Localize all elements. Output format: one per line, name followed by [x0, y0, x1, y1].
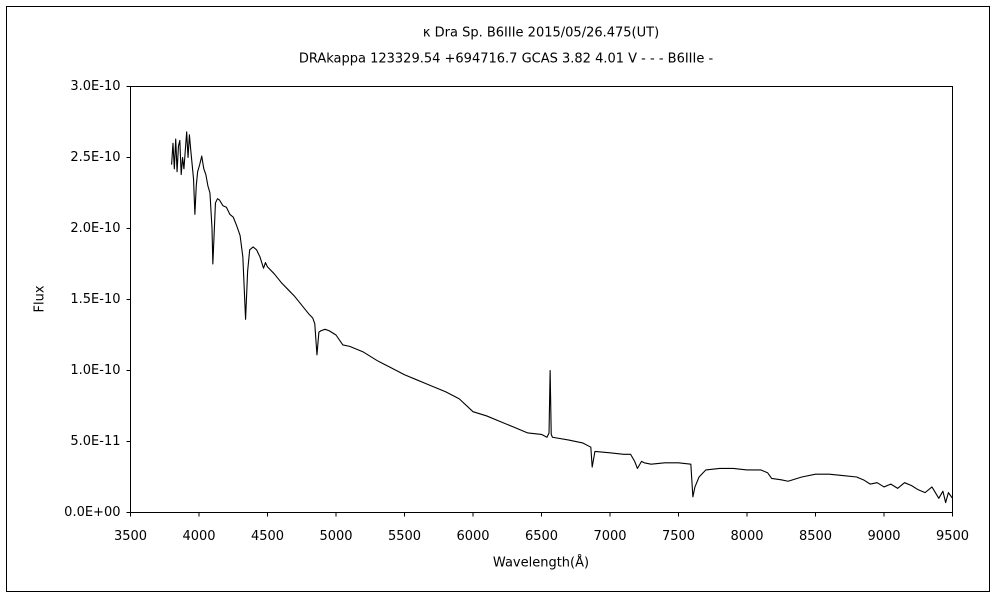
x-tick-label: 9000 — [867, 529, 900, 544]
y-tick-label: 5.0E-11 — [70, 434, 120, 449]
x-tick-label: 4000 — [182, 529, 215, 544]
x-tick-label: 7500 — [662, 529, 695, 544]
y-tick-label: 0.0E+00 — [64, 505, 120, 520]
x-tick-label: 8000 — [730, 529, 763, 544]
x-tick-label: 3500 — [114, 529, 147, 544]
plot-frame — [130, 86, 953, 513]
y-tick-label: 1.5E-10 — [70, 292, 120, 307]
spectrum-line — [171, 131, 953, 504]
x-tick-label: 7000 — [593, 529, 626, 544]
x-tick-label: 6000 — [456, 529, 489, 544]
chart-subtitle: DRAkappa 123329.54 +694716.7 GCAS 3.82 4… — [299, 52, 714, 67]
x-tick-label: 4500 — [251, 529, 284, 544]
x-tick-label: 5500 — [388, 529, 421, 544]
y-tick-label: 2.0E-10 — [70, 221, 120, 236]
y-tick-label: 3.0E-10 — [70, 79, 120, 94]
outer-frame — [6, 6, 990, 592]
y-axis-label: Flux — [33, 285, 48, 312]
y-tick-label: 1.0E-10 — [70, 363, 120, 378]
x-axis-label: Wavelength(Å) — [493, 555, 589, 571]
y-tick-label: 2.5E-10 — [70, 150, 120, 165]
x-tick-label: 9500 — [936, 529, 969, 544]
x-tick-label: 5000 — [319, 529, 352, 544]
x-tick-label: 6500 — [525, 529, 558, 544]
chart-title: κ Dra Sp. B6IIIe 2015/05/26.475(UT) — [423, 26, 659, 41]
x-tick-label: 8500 — [799, 529, 832, 544]
